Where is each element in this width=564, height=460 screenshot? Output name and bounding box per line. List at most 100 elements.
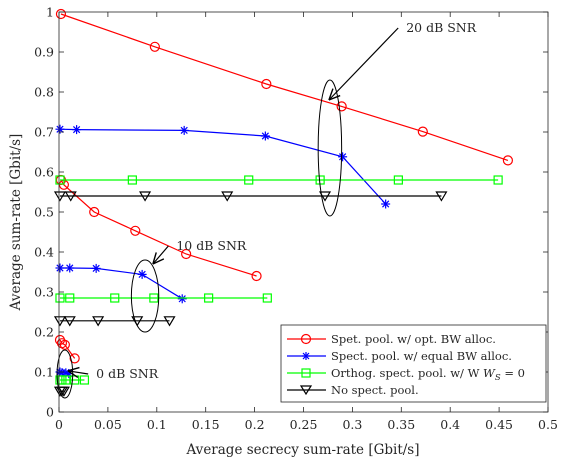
legend-swatch-green-marker <box>301 368 311 378</box>
data-point-star <box>55 263 65 273</box>
y-tick-label: 0.3 <box>34 285 54 300</box>
data-point-triangle <box>92 316 105 327</box>
data-point-square <box>110 293 120 303</box>
data-point-square <box>244 175 254 185</box>
legend-label-blue: Spect. pool. w/ equal BW alloc. <box>331 349 512 363</box>
data-point-square <box>493 175 503 185</box>
data-point-square <box>55 293 65 303</box>
legend-entry-red: Spet. pool. w/ opt. BW alloc. <box>287 332 496 346</box>
data-point-circle <box>130 225 141 236</box>
annotation-arrow <box>67 370 89 375</box>
legend-entry-black: No spect. pool. <box>287 383 419 397</box>
x-tick-label: 0.45 <box>485 417 513 432</box>
data-point-star <box>260 131 270 141</box>
y-tick-label: 0.1 <box>34 365 54 380</box>
data-point-circle <box>59 339 70 350</box>
data-point-square <box>149 293 159 303</box>
series-line-red-0 <box>60 13 509 161</box>
x-tick-label: 0.3 <box>342 417 362 432</box>
legend-label-green-sub: S <box>495 373 501 383</box>
x-tick-label: 0.1 <box>147 417 167 432</box>
data-point-square <box>65 293 75 303</box>
x-tick-label: 0.2 <box>245 417 265 432</box>
data-point-square <box>61 375 71 385</box>
data-point-circle <box>55 8 67 20</box>
annotation-ellipse <box>317 79 343 217</box>
annotation-label: 20 dB SNR <box>406 20 477 35</box>
annotation-arrow <box>328 27 399 101</box>
legend-swatch-blue-marker <box>302 352 310 360</box>
data-point-circle <box>69 353 80 364</box>
series-blue <box>55 124 391 379</box>
annotation-label: 10 dB SNR <box>176 238 247 253</box>
plot-area: 20 dB SNR 10 dB SNR 0 dB SNR <box>53 8 514 399</box>
data-point-circle <box>417 126 428 137</box>
data-point-star <box>91 263 101 273</box>
data-point-circle <box>502 155 514 166</box>
data-point-circle <box>181 248 192 260</box>
data-point-triangle <box>318 191 332 202</box>
legend-entry-green: Orthog. spect. pool. w/ W WS = 0 <box>287 366 525 383</box>
y-tick-label: 0.9 <box>34 45 54 60</box>
legend-label-green-main: Orthog. spect. pool. w/ W <box>331 366 480 380</box>
annotation-arrowhead <box>67 366 80 379</box>
y-tick-label: 0 <box>46 405 54 420</box>
data-point-square <box>393 175 403 185</box>
legend-label-green-w: W <box>479 366 496 380</box>
axes: 0 0.05 0.1 0.15 0.2 0.25 0.3 0.35 0.4 0.45 0.5 0 0.1… <box>34 5 558 433</box>
data-point-square <box>127 175 137 185</box>
data-point-circle <box>251 270 262 282</box>
data-point-circle <box>56 338 68 349</box>
x-tick-label: 0.4 <box>440 417 460 432</box>
data-point-circle <box>336 101 347 112</box>
data-point-star <box>338 152 348 162</box>
annotations: 20 dB SNR 10 dB SNR 0 dB SNR <box>56 20 477 399</box>
data-point-circle <box>261 78 272 90</box>
x-tick-label: 0 <box>55 417 63 432</box>
x-tick-label: 0.5 <box>538 417 558 432</box>
data-point-square <box>262 293 272 303</box>
data-point-triangle <box>63 316 76 327</box>
data-point-triangle <box>53 191 67 202</box>
legend-box <box>280 324 547 403</box>
data-point-triangle <box>64 191 77 202</box>
y-axis-label: Average sum-rate [Gbit/s] <box>8 134 24 312</box>
legend-swatch-red-marker <box>300 333 312 345</box>
x-tick-label: 0.05 <box>94 417 122 432</box>
y-tick-label: 0.2 <box>34 325 54 340</box>
data-point-star <box>65 263 75 273</box>
legend-label-black: No spect. pool. <box>331 383 419 397</box>
data-point-star <box>177 294 187 304</box>
legend-label-green: Orthog. spect. pool. w/ W WS = 0 <box>331 366 525 383</box>
data-point-triangle <box>53 316 67 327</box>
series-black <box>53 191 448 397</box>
x-tick-label: 0.35 <box>387 417 415 432</box>
annotation-arrowhead <box>152 252 165 265</box>
legend: Spet. pool. w/ opt. BW alloc. Spect. poo… <box>280 324 547 403</box>
data-point-triangle <box>435 191 448 202</box>
annotation-ellipse <box>130 259 160 333</box>
series-line-blue-1 <box>59 267 183 300</box>
x-axis-label: Average secrecy sum-rate [Gbit/s] <box>185 442 419 458</box>
legend-label-green-eq: = 0 <box>501 366 525 380</box>
data-point-triangle <box>221 191 234 202</box>
data-point-circle <box>54 334 66 346</box>
y-tick-label: 0.4 <box>34 245 54 260</box>
data-point-star <box>137 269 147 279</box>
data-point-star <box>72 125 82 135</box>
data-point-triangle <box>57 386 70 397</box>
y-tick-label: 1 <box>46 5 54 20</box>
y-tick-label: 0.6 <box>34 165 54 180</box>
y-tick-label: 0.7 <box>34 125 54 140</box>
data-point-square <box>204 293 214 303</box>
annotation-arrow <box>152 245 169 265</box>
legend-label-red: Spet. pool. w/ opt. BW alloc. <box>331 332 496 346</box>
data-point-square <box>79 375 90 385</box>
data-point-triangle <box>163 316 176 327</box>
x-tick-label: 0.15 <box>192 417 220 432</box>
annotation-arrowhead <box>328 88 341 101</box>
x-tick-label: 0.25 <box>290 417 318 432</box>
data-point-circle <box>89 206 100 218</box>
y-tick-label: 0.5 <box>34 205 54 220</box>
